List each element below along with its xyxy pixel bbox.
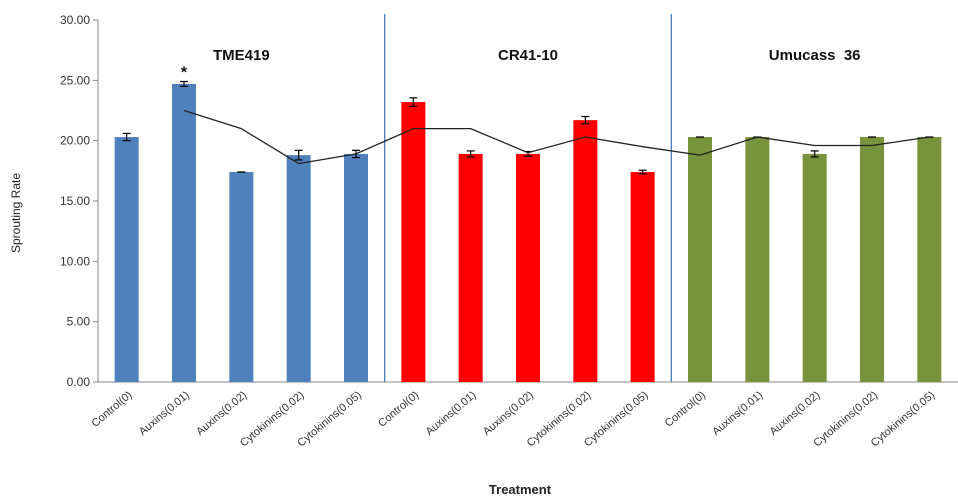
bar <box>917 137 942 382</box>
x-tick-label: Control(0) <box>376 389 421 430</box>
x-tick-label: Auxins(0.02) <box>194 389 249 438</box>
bar <box>114 137 139 382</box>
x-axis-title: Treatment <box>489 482 552 497</box>
y-tick-label: 20.00 <box>60 134 90 148</box>
bar <box>516 153 540 382</box>
y-tick-label: 15.00 <box>60 194 90 208</box>
bar <box>688 137 712 382</box>
y-tick-label: 25.00 <box>60 73 90 87</box>
y-tick-label: 0.00 <box>67 375 91 389</box>
bar <box>630 172 655 382</box>
bars <box>114 83 942 383</box>
bar <box>344 153 368 382</box>
x-tick-label: Control(0) <box>89 389 134 430</box>
bar <box>573 120 598 383</box>
x-tick-label: Auxins(0.01) <box>424 389 479 438</box>
annotation-asterisk: * <box>181 65 188 82</box>
bar <box>286 155 311 382</box>
bar <box>745 137 770 382</box>
group-separators <box>384 14 672 382</box>
x-tick-label: Auxins(0.02) <box>481 389 536 438</box>
x-tick-label: Auxins(0.01) <box>137 389 192 438</box>
bar <box>458 153 483 382</box>
group-title-label: TME419 <box>213 47 270 64</box>
x-tick-labels: Control(0) Auxins(0.01) Auxins(0.02)Cytoki… <box>89 389 937 449</box>
y-axis: 0.00 5.00 10.00 15.00 20.00 25.00 30.00 <box>60 13 99 389</box>
bar <box>401 102 426 382</box>
trend-line <box>183 109 930 165</box>
error-bars <box>122 80 934 175</box>
bar <box>172 83 196 382</box>
group-title-label: CR41-10 <box>498 47 558 64</box>
y-tick-label: 30.00 <box>60 13 90 27</box>
x-tick-label: Auxins(0.01) <box>710 389 765 438</box>
bar <box>860 137 884 382</box>
y-tick-label: 5.00 <box>67 315 91 329</box>
y-tick-label: 10.00 <box>60 254 90 268</box>
y-axis-title: Sprouting Rate <box>9 173 23 253</box>
y-tick-labels: 0.00 5.00 10.00 15.00 20.00 25.00 30.00 <box>60 13 98 389</box>
x-tick-label: Control(0) <box>663 389 708 430</box>
bar <box>802 153 827 382</box>
bar <box>229 172 254 382</box>
annotations: * <box>181 65 188 82</box>
x-tick-label: Auxins(0.02) <box>768 389 823 438</box>
group-title-label: Umucass 36 <box>769 47 861 64</box>
group-titles: TME419 CR41-10 Umucass 36 <box>213 47 861 64</box>
